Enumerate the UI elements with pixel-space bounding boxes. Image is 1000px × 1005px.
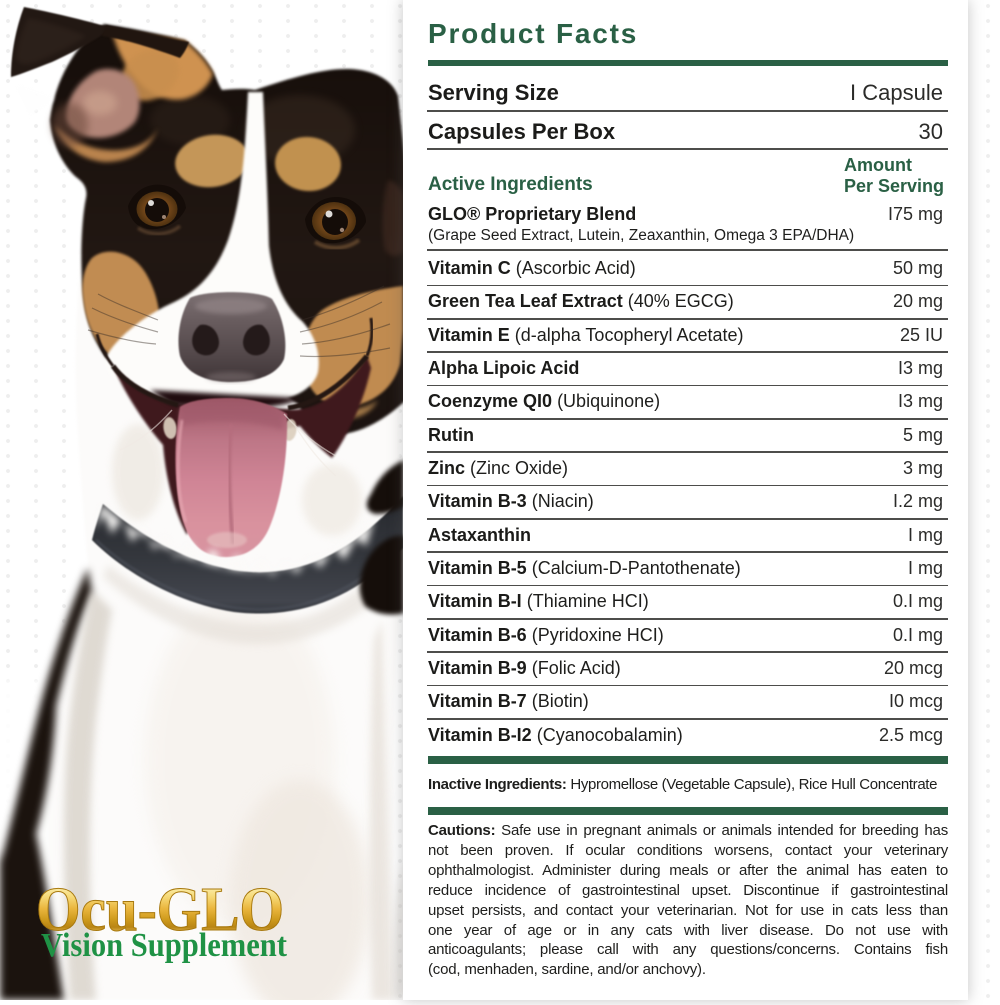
svg-text:Vision Supplement: Vision Supplement — [41, 927, 288, 964]
svg-text:Ocu-GLO: Ocu-GLO — [36, 876, 284, 944]
